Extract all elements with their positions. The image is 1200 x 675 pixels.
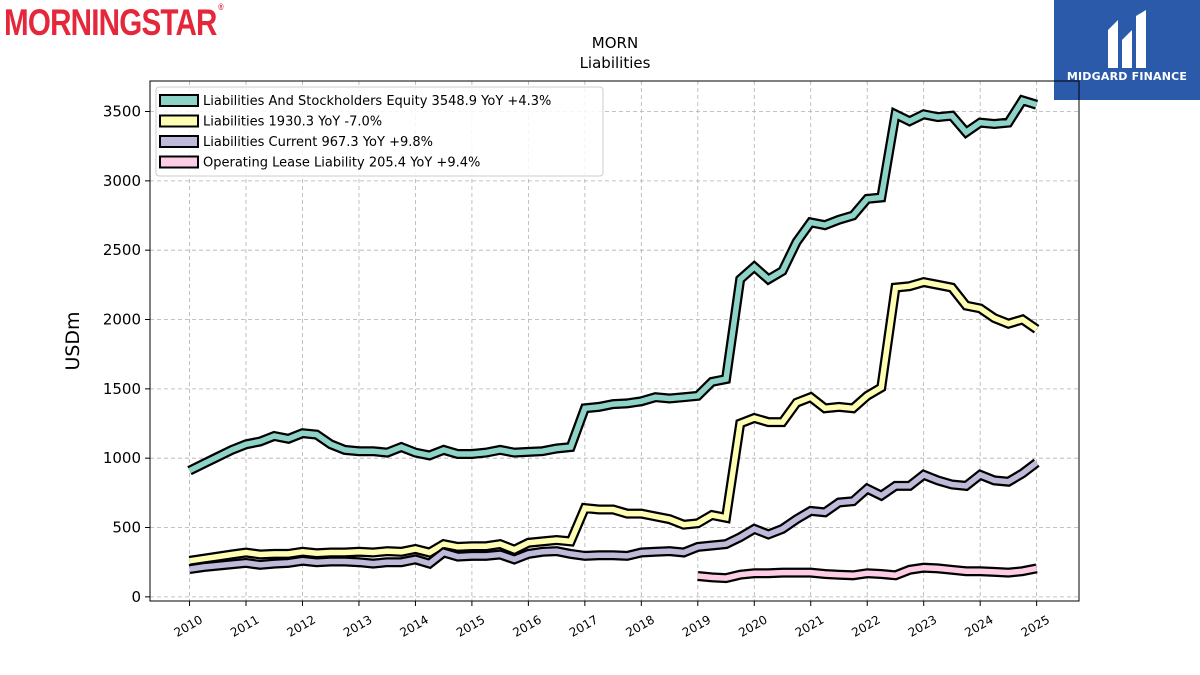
y-tick-label: 2500 [103, 241, 141, 259]
x-tick-label: 2018 [623, 612, 656, 639]
x-tick-label: 2014 [397, 612, 430, 639]
x-tick-label: 2024 [962, 612, 995, 639]
legend-label-2: Liabilities Current 967.3 YoY +9.8% [203, 135, 433, 150]
y-tick-label: 1000 [103, 449, 141, 467]
chart-title: MORN [592, 34, 638, 52]
y-tick-label: 3000 [103, 172, 141, 190]
series-outline-1 [188, 276, 1040, 566]
chart-subtitle: Liabilities [580, 54, 651, 72]
series-line-0 [188, 97, 1038, 474]
x-tick-label: 2010 [172, 612, 205, 639]
y-tick-label: 0 [131, 588, 141, 606]
x-tick-label: 2019 [680, 612, 713, 639]
legend-label-0: Liabilities And Stockholders Equity 3548… [203, 94, 551, 109]
series-line-1 [189, 279, 1039, 564]
x-tick-label: 2022 [849, 612, 882, 639]
legend-swatch-3 [159, 155, 199, 169]
y-tick-label: 500 [112, 519, 141, 537]
registered-mark: ® [218, 2, 223, 12]
morningstar-logo-text: MORNINGSTAR [4, 2, 217, 43]
morningstar-logo: MORNINGSTAR ® [4, 2, 224, 44]
y-tick-label: 1500 [103, 380, 141, 398]
y-tick-label: 2000 [103, 311, 141, 329]
y-tick-label: 3500 [103, 103, 141, 121]
series-line-3 [697, 564, 1038, 581]
legend-swatch-1 [159, 114, 199, 128]
legend: Liabilities And Stockholders Equity 3548… [155, 86, 604, 177]
legend-swatch-0 [159, 94, 199, 107]
midgard-finance-logo: MIDGARD FINANCE [1054, 0, 1200, 100]
x-tick-label: 2012 [285, 612, 318, 639]
x-tick-label: 2016 [510, 612, 543, 639]
x-tick-label: 2011 [228, 612, 261, 639]
series-line-2 [189, 460, 1039, 572]
x-tick-label: 2025 [1019, 612, 1052, 639]
x-tick-label: 2015 [454, 612, 487, 639]
x-tick-label: 2017 [567, 612, 600, 639]
midgard-logo-mark-icon [1108, 10, 1146, 68]
x-tick-label: 2021 [793, 612, 826, 639]
x-tick-label: 2020 [736, 612, 769, 639]
legend-label-3: Operating Lease Liability 205.4 YoY +9.4… [203, 156, 480, 171]
legend-label-1: Liabilities 1930.3 YoY -7.0% [203, 115, 382, 130]
x-tick-label: 2023 [906, 612, 939, 639]
legend-swatch-2 [159, 135, 199, 148]
plot-frame [149, 80, 1080, 602]
legend-box [155, 86, 604, 177]
series-lines [187, 94, 1040, 584]
y-axis-label: USDm [62, 311, 84, 370]
x-tick-label: 2013 [341, 612, 374, 639]
midgard-logo-text: MIDGARD FINANCE [1066, 70, 1188, 83]
